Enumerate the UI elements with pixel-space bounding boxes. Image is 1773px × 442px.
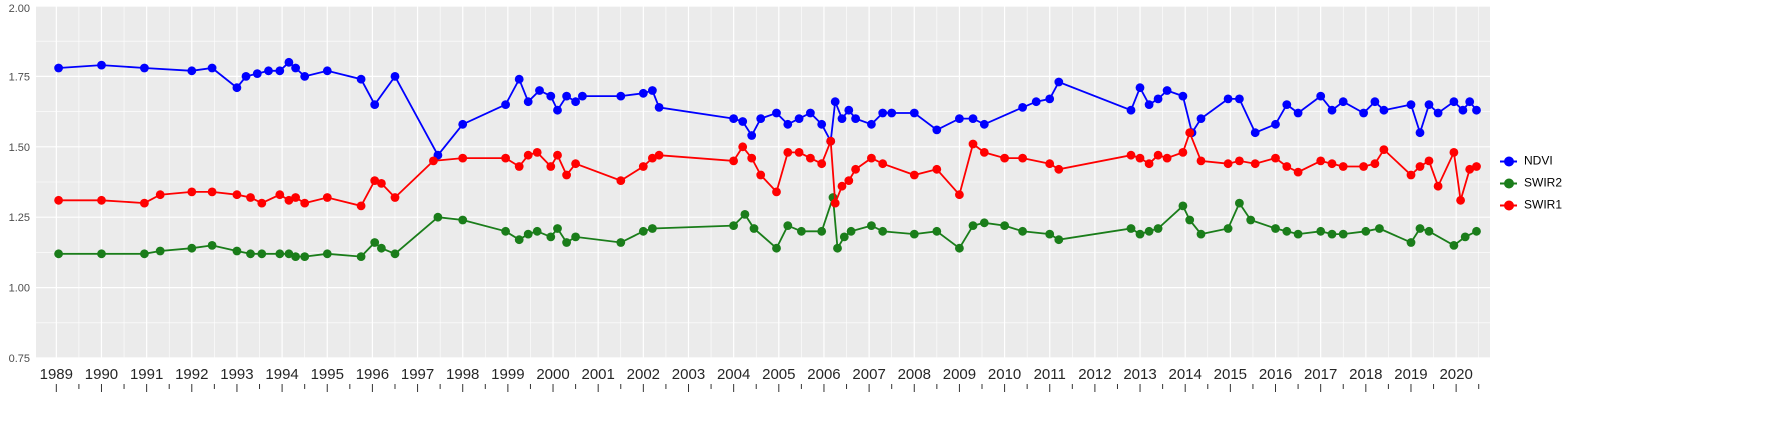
- svg-text:1999: 1999: [491, 366, 524, 383]
- svg-text:2014: 2014: [1169, 366, 1202, 383]
- svg-text:2016: 2016: [1259, 366, 1292, 383]
- svg-text:2002: 2002: [627, 366, 660, 383]
- svg-text:1993: 1993: [220, 366, 253, 383]
- svg-text:1.25: 1.25: [9, 212, 30, 224]
- svg-text:2005: 2005: [762, 366, 795, 383]
- svg-text:2013: 2013: [1123, 366, 1156, 383]
- swir2-key-icon: [1500, 175, 1517, 192]
- ndvi-key-icon: [1500, 153, 1517, 170]
- svg-text:1996: 1996: [356, 366, 389, 383]
- svg-text:2020: 2020: [1439, 366, 1472, 383]
- svg-text:1995: 1995: [311, 366, 344, 383]
- svg-text:1990: 1990: [85, 366, 118, 383]
- legend-item-ndvi: NDVI: [1500, 153, 1562, 170]
- svg-text:1998: 1998: [446, 366, 479, 383]
- svg-text:2009: 2009: [943, 366, 976, 383]
- svg-text:1.50: 1.50: [9, 142, 30, 154]
- svg-text:2.00: 2.00: [9, 3, 30, 15]
- svg-text:1992: 1992: [175, 366, 208, 383]
- legend: NDVI SWIR2 SWIR1: [1500, 153, 1562, 214]
- svg-text:2000: 2000: [536, 366, 569, 383]
- svg-text:1989: 1989: [40, 366, 73, 383]
- svg-text:0.75: 0.75: [9, 353, 30, 365]
- svg-text:1.00: 1.00: [9, 283, 30, 295]
- svg-text:1994: 1994: [265, 366, 298, 383]
- legend-label-ndvi: NDVI: [1524, 153, 1553, 168]
- swir1-key-icon: [1500, 197, 1517, 214]
- svg-text:2010: 2010: [988, 366, 1021, 383]
- legend-item-swir2: SWIR2: [1500, 175, 1562, 192]
- svg-text:2012: 2012: [1078, 366, 1111, 383]
- svg-text:2015: 2015: [1214, 366, 1247, 383]
- svg-text:2007: 2007: [852, 366, 885, 383]
- svg-text:1.75: 1.75: [9, 71, 30, 83]
- svg-text:2011: 2011: [1034, 366, 1066, 383]
- legend-label-swir2: SWIR2: [1524, 175, 1563, 190]
- svg-text:1991: 1991: [130, 366, 163, 383]
- legend-label-swir1: SWIR1: [1524, 197, 1563, 212]
- svg-text:1997: 1997: [401, 366, 434, 383]
- svg-text:2006: 2006: [807, 366, 840, 383]
- svg-text:2019: 2019: [1394, 366, 1427, 383]
- svg-text:2003: 2003: [672, 366, 705, 383]
- legend-item-swir1: SWIR1: [1500, 197, 1562, 214]
- svg-text:2008: 2008: [898, 366, 931, 383]
- svg-text:2017: 2017: [1304, 366, 1337, 383]
- svg-text:2018: 2018: [1349, 366, 1382, 383]
- svg-text:2001: 2001: [581, 366, 614, 383]
- svg-text:2004: 2004: [717, 366, 750, 383]
